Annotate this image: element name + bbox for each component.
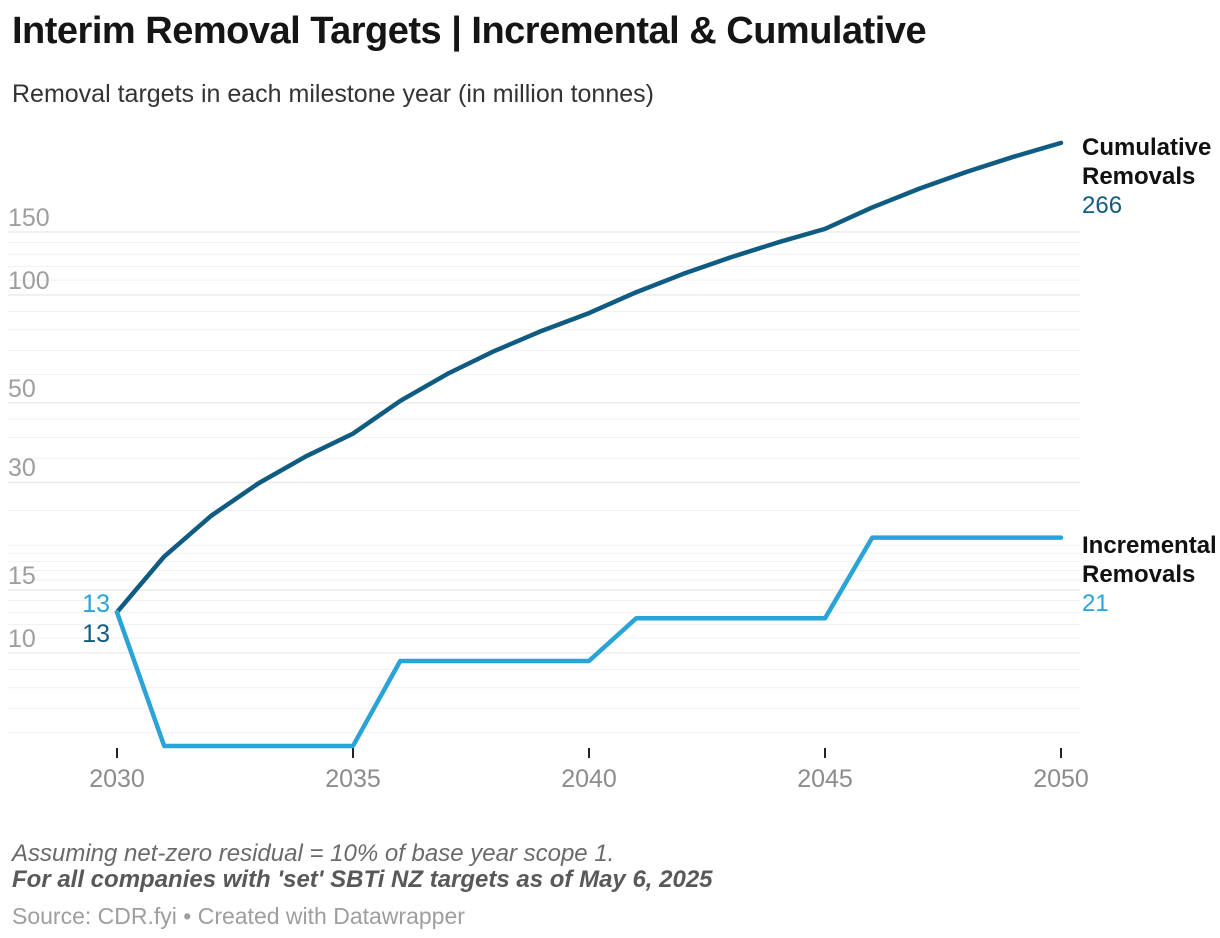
y-axis-label: 10 bbox=[8, 625, 36, 653]
chart-note-line1: Assuming net-zero residual = 10% of base… bbox=[12, 840, 615, 867]
y-axis-label: 150 bbox=[8, 204, 50, 232]
incremental-series-name: Incremental Removals bbox=[1082, 532, 1217, 588]
major-gridlines bbox=[8, 231, 1080, 654]
incremental-removals-line bbox=[114, 535, 1064, 749]
incremental-start-value-label: 13 bbox=[82, 590, 110, 618]
x-axis-label: 2050 bbox=[1033, 765, 1089, 793]
incremental-series-legend: Incremental Removals 21 bbox=[1082, 531, 1218, 618]
cumulative-removals-line bbox=[114, 140, 1064, 615]
chart-subtitle: Removal targets in each milestone year (… bbox=[12, 80, 654, 108]
cumulative-series-name: Cumulative Removals bbox=[1082, 134, 1212, 190]
y-axis-labels: 10 15 30 50 100 150 bbox=[8, 204, 50, 653]
chart-source: Source: CDR.fyi • Created with Datawrapp… bbox=[12, 903, 465, 929]
x-axis-label: 2040 bbox=[561, 765, 617, 793]
cumulative-end-value: 266 bbox=[1082, 192, 1123, 219]
series-lines bbox=[114, 140, 1064, 749]
y-axis-label: 30 bbox=[8, 454, 36, 482]
cumulative-series-legend: Cumulative Removals 266 bbox=[1082, 133, 1218, 220]
line-chart: 10 15 30 50 100 150 2030 2035 2040 2045 2050 bbox=[8, 140, 1089, 793]
y-axis-label: 15 bbox=[8, 562, 36, 590]
x-axis-label: 2035 bbox=[325, 765, 381, 793]
x-axis-ticks bbox=[116, 748, 1062, 758]
x-axis-label: 2045 bbox=[797, 765, 853, 793]
chart-note-line2: For all companies with 'set' SBTi NZ tar… bbox=[12, 866, 713, 893]
cumulative-start-value-label: 13 bbox=[82, 620, 110, 648]
chart-title: Interim Removal Targets | Incremental & … bbox=[12, 10, 927, 52]
x-axis-label: 2030 bbox=[89, 765, 145, 793]
x-axis-labels: 2030 2035 2040 2045 2050 bbox=[89, 765, 1089, 793]
y-axis-label: 50 bbox=[8, 375, 36, 403]
y-axis-label: 100 bbox=[8, 267, 50, 295]
incremental-end-value: 21 bbox=[1082, 590, 1109, 617]
minor-gridlines bbox=[8, 242, 1080, 733]
